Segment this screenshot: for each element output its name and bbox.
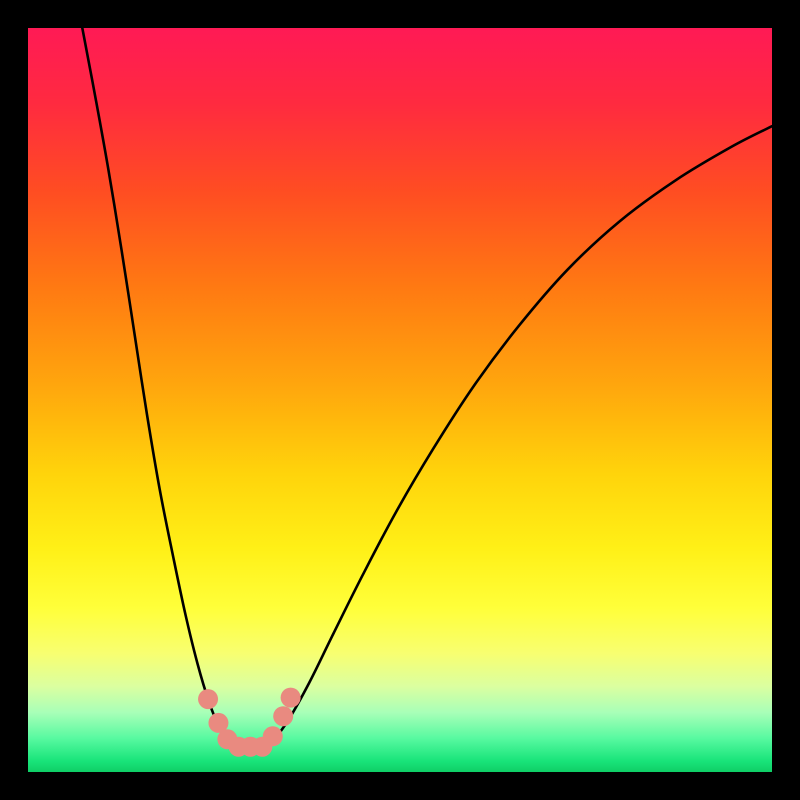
frame-border-right — [772, 0, 800, 800]
bead-markers — [198, 688, 301, 757]
bead-marker — [263, 726, 283, 746]
figure-root: TheBottleneck.com — [0, 0, 800, 800]
frame-border-top — [0, 0, 800, 28]
frame-border-bottom — [0, 772, 800, 800]
curve-layer — [28, 28, 772, 772]
bead-marker — [198, 689, 218, 709]
bead-marker — [273, 706, 293, 726]
bead-marker — [281, 688, 301, 708]
right-curve — [262, 126, 772, 752]
plot-area — [28, 28, 772, 772]
left-curve — [82, 28, 238, 752]
frame-border-left — [0, 0, 28, 800]
